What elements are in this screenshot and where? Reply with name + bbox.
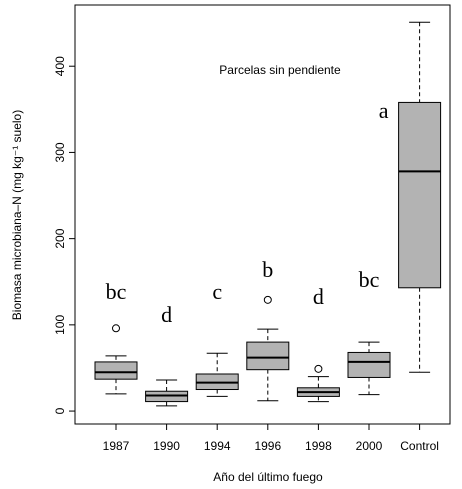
group-letter: bc xyxy=(106,279,127,304)
box xyxy=(398,101,442,289)
box xyxy=(246,341,290,371)
y-tick-label: 100 xyxy=(53,315,67,335)
plot-frame xyxy=(74,4,451,425)
x-tick-label: 1994 xyxy=(204,439,231,453)
x-tick-label: 1987 xyxy=(103,439,130,453)
group-letter: c xyxy=(212,279,222,304)
x-tick-label: 1996 xyxy=(254,439,281,453)
y-tick-label: 0 xyxy=(53,407,67,414)
y-tick-label: 200 xyxy=(53,228,67,248)
x-tick-label: 1990 xyxy=(153,439,180,453)
x-tick-label: 2000 xyxy=(356,439,383,453)
outlier xyxy=(263,295,272,304)
x-tick-label: 1998 xyxy=(305,439,332,453)
x-tick-label: Control xyxy=(400,439,439,453)
outlier xyxy=(112,324,120,333)
group-letter: d xyxy=(161,302,172,327)
y-tick-label: 300 xyxy=(53,142,67,162)
chart-title: Parcelas sin pendiente xyxy=(219,63,341,77)
y-tick-label: 400 xyxy=(53,56,67,76)
group-letter: d xyxy=(313,284,324,309)
box xyxy=(347,351,391,378)
group-letter: a xyxy=(379,98,389,123)
y-axis-label: Biomasa microbiana–N (mg kg⁻¹ suelo) xyxy=(10,110,24,320)
x-axis-label: Año del último fuego xyxy=(213,470,323,484)
group-letter: bc xyxy=(359,267,380,292)
group-letter: b xyxy=(262,257,273,282)
outlier xyxy=(314,364,323,373)
box xyxy=(94,361,138,380)
